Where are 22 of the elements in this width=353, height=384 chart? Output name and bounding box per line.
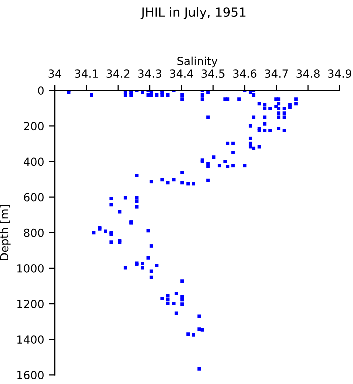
x-tick-label: 34.6	[233, 70, 257, 78]
y-tick-label: 1000	[18, 264, 44, 273]
x-tick-label: 34.3	[138, 70, 162, 78]
y-tick-label: 0	[38, 86, 44, 96]
x-tick-label: 34.1	[75, 70, 98, 78]
x-tick-label: 34.4	[170, 70, 194, 78]
chart-title: JHIL in July, 1951	[140, 7, 246, 20]
y-tick-label: 800	[24, 228, 44, 238]
y-tick-label: 1400	[18, 336, 44, 344]
x-tick-label: 34	[48, 70, 62, 78]
y-tick-label: 200	[24, 122, 44, 131]
x-tick-label: 34.5	[202, 70, 225, 78]
y-tick-label: 1600	[18, 371, 44, 380]
x-tick-label: 34.2	[106, 70, 130, 78]
y-tick-label: 600	[24, 193, 44, 202]
x-axis-title: Salinity	[178, 56, 218, 68]
x-tick-label: 34.9	[328, 70, 352, 78]
y-tick-label: 1200	[18, 300, 44, 308]
y-tick-label: 400	[24, 158, 44, 166]
x-tick-label: 34.7	[265, 70, 288, 78]
x-tick-label: 34.8	[296, 70, 320, 78]
y-axis-title: Depth [m]	[0, 205, 11, 260]
